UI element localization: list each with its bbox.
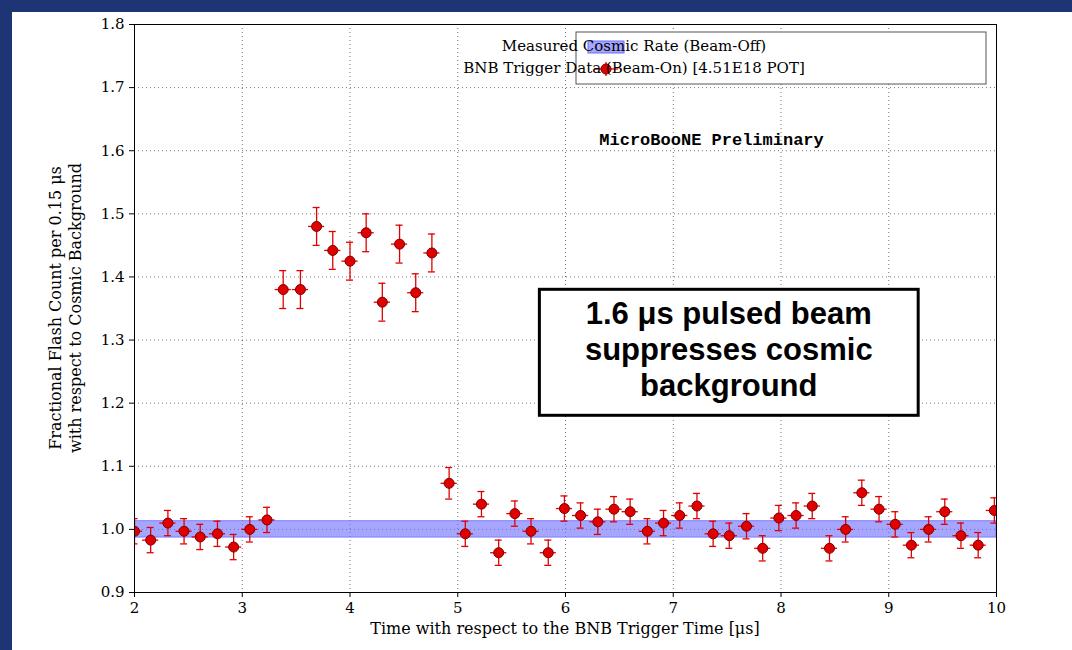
svg-text:1.8: 1.8 xyxy=(101,15,125,33)
svg-text:1.2: 1.2 xyxy=(101,394,125,412)
svg-text:0.9: 0.9 xyxy=(101,583,125,601)
svg-text:1.4: 1.4 xyxy=(101,268,125,286)
svg-text:5: 5 xyxy=(453,599,463,617)
svg-text:1.6: 1.6 xyxy=(101,142,125,160)
svg-text:Measured Cosmic Rate (Beam-Off: Measured Cosmic Rate (Beam-Off) xyxy=(502,37,766,55)
svg-text:8: 8 xyxy=(776,599,786,617)
svg-text:1.7: 1.7 xyxy=(101,78,125,96)
svg-text:2: 2 xyxy=(130,599,140,617)
svg-text:with respect to Cosmic Backgro: with respect to Cosmic Background xyxy=(66,163,85,453)
svg-text:9: 9 xyxy=(884,599,894,617)
svg-text:1.3: 1.3 xyxy=(101,331,125,349)
svg-text:MicroBooNE Preliminary: MicroBooNE Preliminary xyxy=(599,131,823,150)
svg-text:background: background xyxy=(640,368,817,403)
svg-text:4: 4 xyxy=(345,599,355,617)
svg-text:BNB Trigger Data (Beam-On) [4.: BNB Trigger Data (Beam-On) [4.51E18 POT] xyxy=(463,59,805,77)
svg-text:suppresses cosmic: suppresses cosmic xyxy=(585,332,873,367)
svg-text:Time with respect to the BNB T: Time with respect to the BNB Trigger Tim… xyxy=(370,619,759,638)
svg-text:1.1: 1.1 xyxy=(101,457,125,475)
svg-text:10: 10 xyxy=(987,599,1006,617)
svg-text:1.5: 1.5 xyxy=(101,205,125,223)
svg-text:Fractional Flash Count per 0.1: Fractional Flash Count per 0.15 μs xyxy=(46,166,65,450)
svg-text:7: 7 xyxy=(668,599,678,617)
svg-text:3: 3 xyxy=(237,599,247,617)
svg-text:1.6 μs pulsed beam: 1.6 μs pulsed beam xyxy=(586,296,872,331)
svg-text:1.0: 1.0 xyxy=(101,520,125,538)
svg-text:6: 6 xyxy=(561,599,571,617)
